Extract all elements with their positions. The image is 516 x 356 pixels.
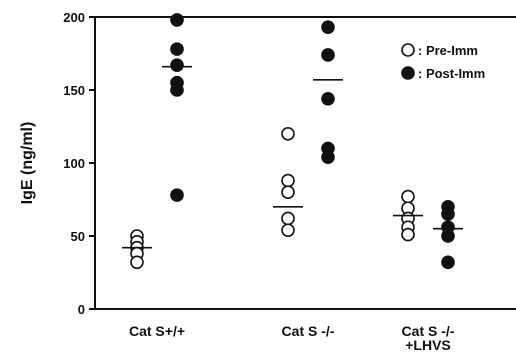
data-marks [122,13,463,270]
legend-pre-imm-label: : Pre-Imm [418,43,478,58]
category-label: Cat S+/+ [129,323,185,339]
pre-imm-point [281,173,295,188]
pre-imm-point [281,127,295,141]
pre-imm-point [281,211,295,226]
y-tick-label: 0 [78,302,85,317]
pre-imm-point [130,255,144,270]
post-imm-point [441,255,455,270]
post-imm-point [321,150,335,164]
post-imm-point [170,13,184,27]
category-label: Cat S -/- [282,323,335,339]
post-imm-point [441,229,455,243]
post-imm-point [170,58,184,72]
post-imm-point [170,83,184,97]
pre-imm-point [281,185,295,199]
category-labels: Cat S+/+ Cat S -/- Cat S -/-+LHVS [129,323,455,353]
post-imm-point [321,48,335,62]
y-tick-label: 100 [63,156,85,171]
legend-post-imm-marker [401,66,415,80]
legend: : Pre-Imm : Post-Imm [401,43,485,81]
category-label: Cat S -/-+LHVS [402,323,455,353]
y-ticks: 0 50 100 150 200 [63,10,95,317]
pre-imm-point [401,227,415,242]
y-tick-label: 200 [63,10,85,25]
post-imm-point [170,188,184,202]
post-imm-point [321,20,335,35]
post-imm-point [170,42,184,56]
y-axis-label: IgE (ng/ml) [19,122,36,205]
post-imm-point [321,91,335,106]
legend-post-imm-label: : Post-Imm [418,66,485,81]
y-tick-label: 150 [63,83,85,98]
pre-imm-point [281,223,295,237]
pre-imm-point [401,189,415,204]
legend-pre-imm-marker [401,43,415,57]
y-tick-label: 50 [71,229,85,244]
post-imm-point [441,207,455,221]
